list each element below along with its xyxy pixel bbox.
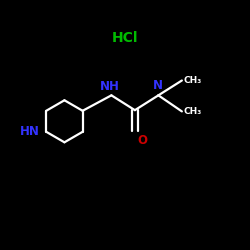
Text: CH₃: CH₃ bbox=[183, 107, 201, 116]
Text: HCl: HCl bbox=[112, 32, 138, 46]
Text: HN: HN bbox=[20, 125, 40, 138]
Text: NH: NH bbox=[100, 80, 120, 93]
Text: CH₃: CH₃ bbox=[183, 76, 201, 85]
Text: O: O bbox=[138, 134, 148, 147]
Text: N: N bbox=[154, 78, 164, 92]
